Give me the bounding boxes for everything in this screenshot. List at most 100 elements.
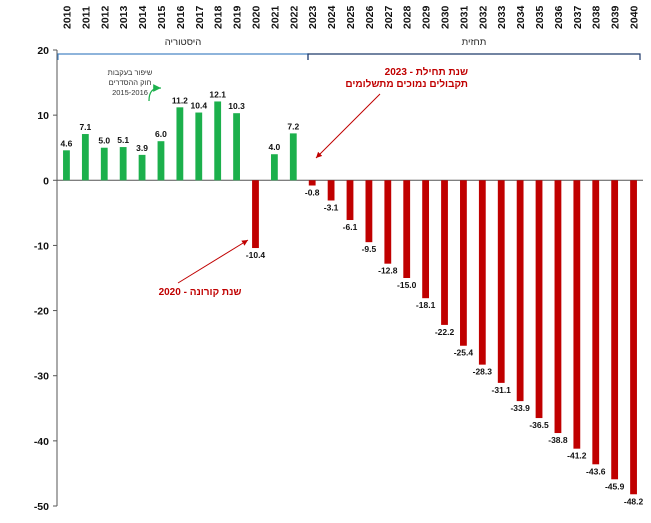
forecast-period-label: תחזית bbox=[462, 37, 487, 48]
bar-2022 bbox=[289, 133, 297, 181]
x-tick-label-2024: 2024 bbox=[326, 5, 338, 29]
bar-2015 bbox=[157, 141, 165, 181]
data-label-2024: -3.1 bbox=[324, 202, 339, 212]
data-label-2018: 12.1 bbox=[209, 89, 226, 99]
bar-2039 bbox=[611, 180, 619, 480]
y-tick-label: 20 bbox=[37, 45, 49, 57]
data-label-2017: 10.4 bbox=[191, 101, 208, 111]
data-label-2021: 4.0 bbox=[268, 142, 280, 152]
x-tick-label-2013: 2013 bbox=[118, 5, 130, 29]
data-label-2033: -31.1 bbox=[492, 385, 512, 395]
bar-2036 bbox=[554, 180, 562, 434]
y-tick-label: 0 bbox=[43, 175, 49, 187]
bar-2024 bbox=[327, 180, 335, 201]
x-tick-label-2023: 2023 bbox=[307, 5, 319, 29]
data-label-2038: -43.6 bbox=[586, 466, 606, 476]
x-tick-label-2021: 2021 bbox=[269, 5, 281, 29]
bar-2040 bbox=[630, 180, 637, 495]
bar-2027 bbox=[384, 180, 392, 264]
y-tick-label: -50 bbox=[34, 501, 49, 513]
bar-2032 bbox=[478, 180, 486, 365]
x-axis-labels-layer: 2010 2011 2012 2013 2014 2015 2016 2017 2018 2019… bbox=[61, 5, 640, 29]
bar-2010 bbox=[63, 150, 70, 181]
data-labels-layer: 4.6 7.1 5.0 5.1 3.9 6.0 11.210.412.110.3 -10.4 4… bbox=[61, 89, 644, 506]
data-label-2031: -25.4 bbox=[454, 348, 474, 358]
bar-2013 bbox=[119, 147, 127, 181]
bar-2017 bbox=[195, 112, 203, 181]
x-tick-label-2014: 2014 bbox=[137, 5, 149, 29]
x-tick-label-2010: 2010 bbox=[61, 5, 73, 29]
x-tick-label-2033: 2033 bbox=[496, 5, 508, 29]
bar-2011 bbox=[81, 134, 89, 181]
data-label-2027: -12.8 bbox=[378, 266, 398, 276]
bar-2033 bbox=[497, 180, 505, 383]
covid-annotation-arrow bbox=[177, 239, 249, 284]
bar-2028 bbox=[403, 180, 411, 278]
data-label-2039: -45.9 bbox=[605, 481, 625, 491]
x-tick-label-2038: 2038 bbox=[591, 5, 603, 29]
x-tick-label-2029: 2029 bbox=[421, 5, 433, 29]
bar-2016 bbox=[176, 107, 184, 181]
bar-2029 bbox=[422, 180, 430, 299]
data-label-2037: -41.2 bbox=[567, 451, 587, 461]
data-label-2015: 6.0 bbox=[155, 129, 167, 139]
bar-2023 bbox=[308, 180, 316, 186]
data-label-2014: 3.9 bbox=[136, 143, 148, 153]
data-label-2019: 10.3 bbox=[228, 101, 245, 111]
reform-annotation-line2: חוק ההסדרים bbox=[109, 78, 152, 87]
data-label-2013: 5.1 bbox=[117, 135, 129, 145]
bar-2021 bbox=[270, 154, 278, 181]
x-tick-label-2040: 2040 bbox=[629, 5, 641, 29]
data-label-2016: 11.2 bbox=[172, 95, 188, 105]
start-annotation-line1: 2023 - שנת תחילת bbox=[385, 66, 468, 78]
data-label-2030: -22.2 bbox=[435, 327, 455, 337]
y-tick-label: -30 bbox=[34, 371, 49, 383]
data-label-2036: -38.8 bbox=[548, 435, 568, 445]
x-tick-label-2026: 2026 bbox=[364, 5, 376, 29]
data-label-2034: -33.9 bbox=[510, 403, 530, 413]
x-tick-label-2030: 2030 bbox=[440, 5, 452, 29]
y-tick-label: -10 bbox=[34, 240, 49, 252]
bars-layer bbox=[63, 101, 637, 495]
data-label-2022: 7.2 bbox=[287, 121, 299, 131]
x-tick-label-2011: 2011 bbox=[80, 6, 92, 29]
data-label-2040: -48.2 bbox=[624, 496, 644, 506]
data-label-2010: 4.6 bbox=[61, 138, 73, 148]
history-bracket bbox=[57, 53, 309, 60]
bar-2030 bbox=[441, 180, 448, 325]
x-tick-label-2031: 2031 bbox=[458, 5, 470, 29]
start-annotation-line2: תקבולים נמוכים מתשלומים bbox=[345, 78, 468, 90]
x-tick-label-2016: 2016 bbox=[175, 5, 187, 29]
bar-2037 bbox=[573, 180, 581, 449]
y-tick-label: -40 bbox=[34, 436, 49, 448]
data-label-2023: -0.8 bbox=[305, 187, 320, 197]
data-label-2028: -15.0 bbox=[397, 280, 417, 290]
bar-2018 bbox=[214, 101, 222, 181]
x-tick-label-2018: 2018 bbox=[213, 5, 225, 29]
data-label-2029: -18.1 bbox=[416, 300, 436, 310]
start-annotation-arrow bbox=[315, 93, 381, 159]
x-tick-label-2017: 2017 bbox=[194, 5, 206, 29]
bar-2031 bbox=[460, 180, 467, 346]
bar-2012 bbox=[100, 147, 108, 181]
bar-2025 bbox=[346, 180, 354, 221]
x-tick-label-2034: 2034 bbox=[515, 5, 527, 29]
reform-annotation-line3: 2015-2016 bbox=[112, 88, 148, 97]
bar-2026 bbox=[365, 180, 373, 243]
x-tick-label-2035: 2035 bbox=[534, 5, 546, 29]
reform-annotation-line1: שיפור בעקבות bbox=[108, 68, 153, 77]
history-period-label: היסטוריה bbox=[165, 37, 202, 48]
y-tick-label: 10 bbox=[37, 110, 49, 122]
reform-arrow bbox=[148, 84, 162, 102]
x-tick-label-2032: 2032 bbox=[477, 5, 489, 29]
covid-annotation: 2020 - שנת קורונה bbox=[159, 287, 242, 298]
x-tick-label-2037: 2037 bbox=[572, 5, 584, 29]
x-tick-label-2020: 2020 bbox=[250, 5, 262, 29]
bar-2019 bbox=[233, 113, 240, 181]
data-label-2011: 7.1 bbox=[79, 122, 91, 132]
bar-2020 bbox=[252, 180, 259, 249]
x-tick-label-2022: 2022 bbox=[288, 5, 300, 29]
bar-2034 bbox=[516, 180, 524, 402]
